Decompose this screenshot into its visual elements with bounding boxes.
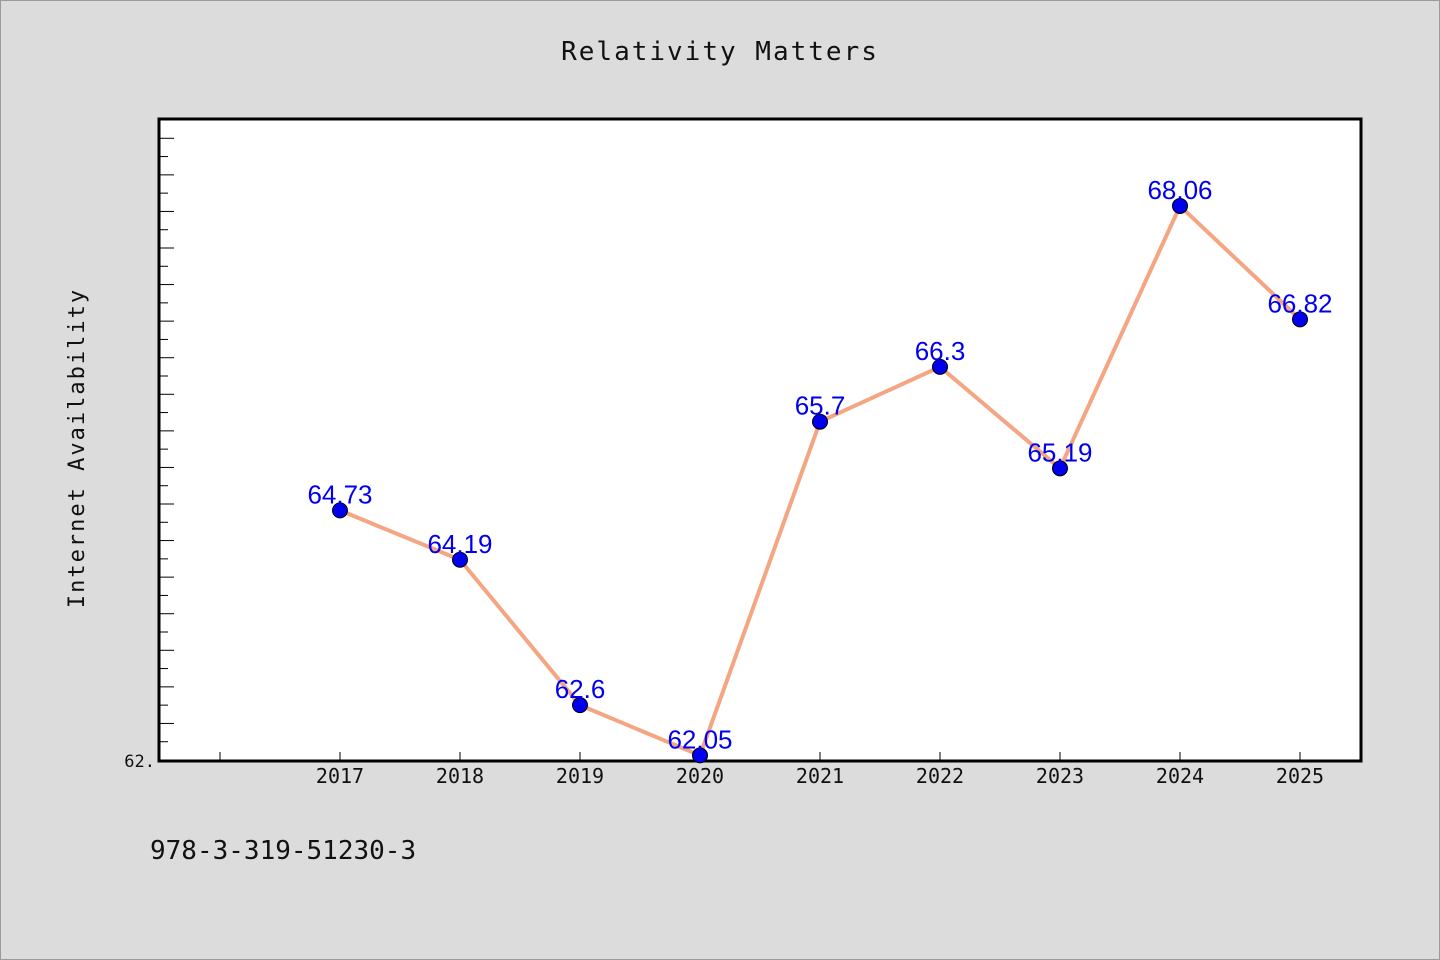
data-label: 65.19 bbox=[1027, 437, 1092, 467]
data-point bbox=[1172, 197, 1188, 214]
y-axis-label: Internet Availability bbox=[65, 288, 90, 608]
data-label: 66.3 bbox=[915, 336, 966, 366]
x-tick-label: 2018 bbox=[436, 764, 484, 788]
data-point bbox=[572, 697, 588, 714]
chart-title: Relativity Matters bbox=[561, 37, 879, 67]
x-tick-label: 2017 bbox=[316, 764, 364, 788]
data-label: 62.05 bbox=[667, 724, 732, 754]
y-axis-ticks bbox=[160, 137, 174, 761]
x-axis-ticks: 2017 2018 2019 2020 2021 2022 2023 2024 2025 bbox=[219, 752, 1324, 788]
x-tick-label: 2023 bbox=[1036, 764, 1084, 788]
data-point bbox=[452, 551, 468, 568]
x-tick-label: 2019 bbox=[556, 764, 604, 788]
series-group: 64.73 64.19 62.6 62.05 65.7 66.3 65.19 68.06 66.… bbox=[307, 175, 1333, 764]
x-tick-label: 2022 bbox=[916, 764, 964, 788]
data-label: 62.6 bbox=[555, 674, 606, 704]
x-tick-label: 2025 bbox=[1276, 764, 1324, 788]
data-label: 66.82 bbox=[1267, 288, 1332, 318]
x-tick-label: 2020 bbox=[676, 764, 724, 788]
data-label: 68.06 bbox=[1147, 175, 1212, 205]
x-tick-label: 2024 bbox=[1156, 764, 1204, 788]
isbn-caption: 978-3-319-51230-3 bbox=[150, 836, 417, 866]
plot-area bbox=[157, 117, 1363, 763]
data-point bbox=[692, 747, 708, 764]
y-tick-label: 62. bbox=[124, 752, 155, 772]
data-label: 65.7 bbox=[795, 391, 846, 421]
data-point bbox=[332, 502, 348, 519]
data-point bbox=[1292, 311, 1308, 328]
data-label: 64.19 bbox=[427, 529, 492, 559]
data-point bbox=[1052, 460, 1068, 477]
data-label: 64.73 bbox=[307, 479, 372, 509]
data-point bbox=[932, 358, 948, 375]
data-point bbox=[812, 413, 828, 430]
x-tick-label: 2021 bbox=[796, 764, 844, 788]
